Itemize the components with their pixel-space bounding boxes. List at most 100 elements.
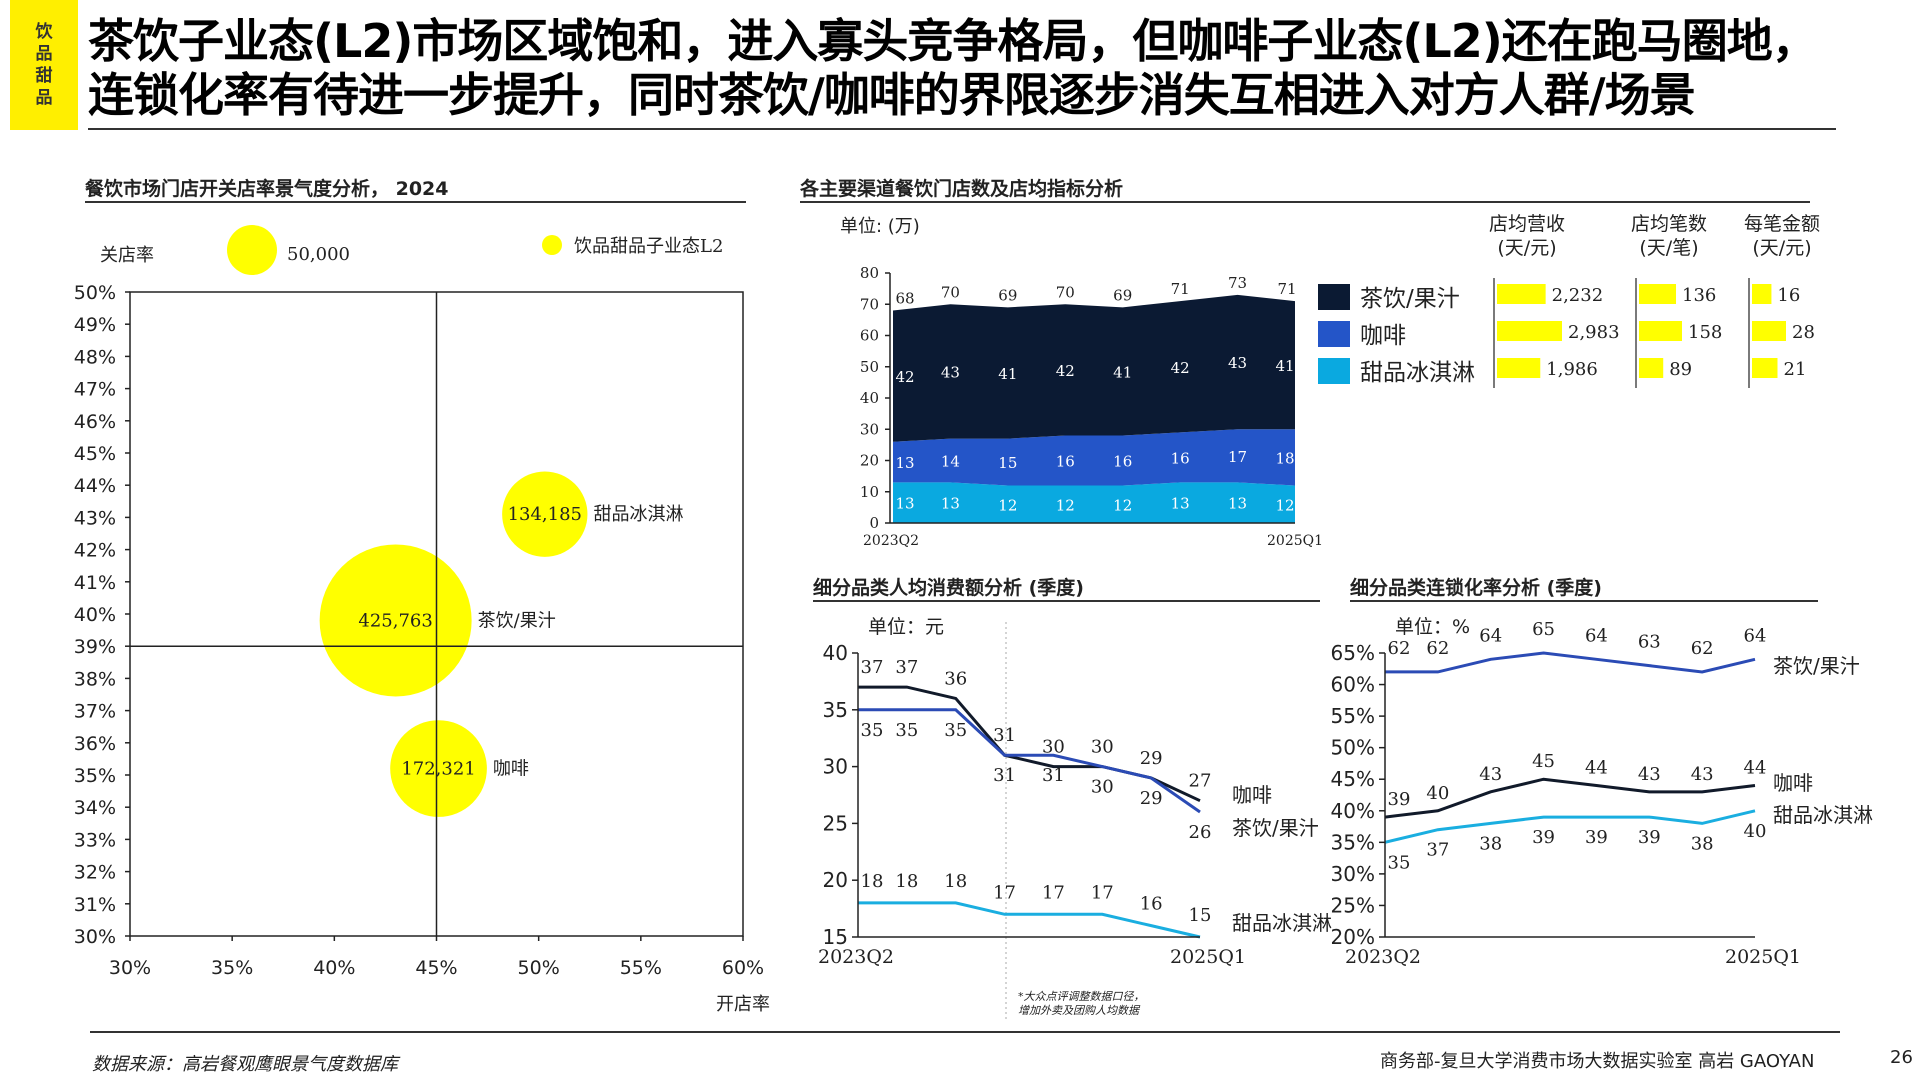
page-title-line1: 茶饮子业态(L2)市场区域饱和，进入寡头竞争格局，但咖啡子业态(L2)还在跑马圈…: [88, 14, 1818, 68]
footnote: *大众点评调整数据口径，: [1018, 990, 1145, 1003]
data-label: 36: [944, 668, 967, 689]
data-label: 17: [1091, 882, 1114, 903]
y-tick-label: 50%: [74, 282, 116, 304]
line-甜品冰淇淋: [858, 901, 1201, 939]
page-title-line2: 连锁化率有待进一步提升，同时茶饮/咖啡的界限逐步消失互相进入对方人群/场景: [88, 68, 1696, 122]
y-tick-label: 30%: [74, 926, 116, 948]
data-label: 30: [1042, 737, 1065, 758]
data-label: 40: [1744, 821, 1767, 842]
y-tick-label: 35%: [1331, 830, 1375, 854]
y-tick-label: 37%: [74, 701, 116, 723]
metric-value: 28: [1792, 322, 1815, 343]
data-label: 44: [1585, 758, 1608, 779]
metric-bar: [1639, 321, 1682, 341]
y-tick-label: 42%: [74, 540, 116, 562]
area-value-label: 41: [998, 365, 1017, 383]
total-label: 70: [941, 283, 960, 301]
area-value-label: 13: [895, 454, 914, 472]
data-label: 39: [1532, 827, 1555, 848]
area-value-label: 13: [1228, 495, 1247, 513]
section-tag-char: 品: [35, 88, 53, 108]
area-value-label: 14: [941, 453, 960, 471]
y-tick-label: 40%: [1331, 799, 1375, 823]
data-source: 数据来源：高岩餐观鹰眼景气度数据库: [92, 1054, 398, 1075]
y-tick-label: 36%: [74, 733, 116, 755]
bubble-label: 茶饮/果汁: [478, 610, 556, 631]
data-label: 38: [1479, 833, 1502, 854]
metric-value: 158: [1688, 322, 1722, 343]
y-tick-label: 32%: [74, 862, 116, 884]
area-value-label: 12: [1056, 496, 1075, 514]
footer-org: 商务部-复旦大学消费市场大数据实验室 高岩 GAOYAN: [1380, 1051, 1815, 1072]
divider: [813, 600, 1320, 602]
total-label: 73: [1228, 274, 1247, 292]
line-甜品冰淇淋: [1384, 809, 1756, 844]
data-label: 63: [1638, 632, 1661, 653]
data-label: 30: [1091, 737, 1114, 758]
total-label: 71: [1171, 280, 1190, 298]
data-label: 18: [861, 871, 884, 892]
data-label: 64: [1585, 625, 1608, 646]
section-tag-char: 甜: [35, 66, 53, 86]
y-tick-label: 25%: [1331, 893, 1375, 917]
total-label: 68: [895, 290, 914, 308]
line-咖啡: [1384, 777, 1756, 819]
x-label-end: 2025Q1: [1267, 533, 1323, 549]
area-茶饮/果汁: [893, 294, 1295, 442]
y-tick-label: 49%: [74, 314, 116, 336]
y-tick-label: 50: [860, 358, 879, 376]
y-tick-label: 55%: [1331, 704, 1375, 728]
y-tick-label: 45%: [74, 443, 116, 465]
series-label: 甜品冰淇淋: [1232, 911, 1332, 935]
metric-bar: [1639, 284, 1677, 304]
area-value-label: 12: [1113, 496, 1132, 514]
area-value-label: 43: [941, 363, 960, 381]
y-tick-label: 40: [860, 389, 879, 407]
area-value-label: 13: [895, 495, 914, 513]
area-value-label: 12: [1275, 496, 1294, 514]
x-tick-label: 55%: [620, 957, 662, 979]
data-label: 64: [1744, 625, 1767, 646]
y-tick-label: 47%: [74, 379, 116, 401]
footer-divider: [90, 1031, 1840, 1033]
y-tick-label: 38%: [74, 668, 116, 690]
data-label: 31: [1042, 765, 1065, 786]
total-label: 69: [1113, 286, 1132, 304]
y-tick-label: 30: [823, 755, 848, 779]
metric-bar: [1752, 321, 1786, 341]
legend-label: 茶饮/果汁: [1360, 286, 1460, 312]
data-label: 17: [1042, 882, 1065, 903]
metric-header: 店均笔数: [1631, 213, 1707, 235]
series-label: 茶饮/果汁: [1773, 654, 1860, 678]
data-label: 17: [993, 882, 1016, 903]
metric-value: 136: [1682, 285, 1716, 306]
section-tag-char: 品: [35, 44, 53, 64]
data-label: 62: [1426, 638, 1449, 659]
page-number: 26: [1890, 1047, 1913, 1068]
bubble-label: 甜品冰淇淋: [593, 504, 683, 525]
data-label: 38: [1691, 833, 1714, 854]
total-label: 71: [1277, 280, 1296, 298]
y-tick-label: 31%: [74, 894, 116, 916]
metric-header-unit: (天/元): [1752, 237, 1811, 259]
metric-header: 每笔金额: [1744, 213, 1820, 235]
x-axis-label: 开店率: [716, 994, 770, 1015]
bubble-value: 172,321: [401, 759, 475, 780]
data-label: 39: [1638, 827, 1661, 848]
area-value-label: 17: [1228, 448, 1247, 466]
section-tag-char: 饮: [35, 22, 53, 42]
legend-swatch: [1318, 358, 1350, 384]
y-axis-label: 关店率: [100, 245, 154, 266]
data-label: 40: [1426, 783, 1449, 804]
unit-label: 单位：%: [1395, 616, 1470, 638]
legend-size-bubble: [227, 225, 277, 275]
metric-value: 2,232: [1552, 285, 1604, 306]
bubble-value: 134,185: [508, 504, 582, 525]
data-label: 37: [861, 657, 884, 678]
data-label: 31: [993, 725, 1016, 746]
total-label: 70: [1056, 283, 1075, 301]
metric-bar: [1639, 358, 1664, 378]
data-label: 30: [1091, 777, 1114, 798]
store-chart-title: 各主要渠道餐饮门店数及店均指标分析: [800, 178, 1124, 200]
y-tick-label: 30: [860, 420, 879, 438]
